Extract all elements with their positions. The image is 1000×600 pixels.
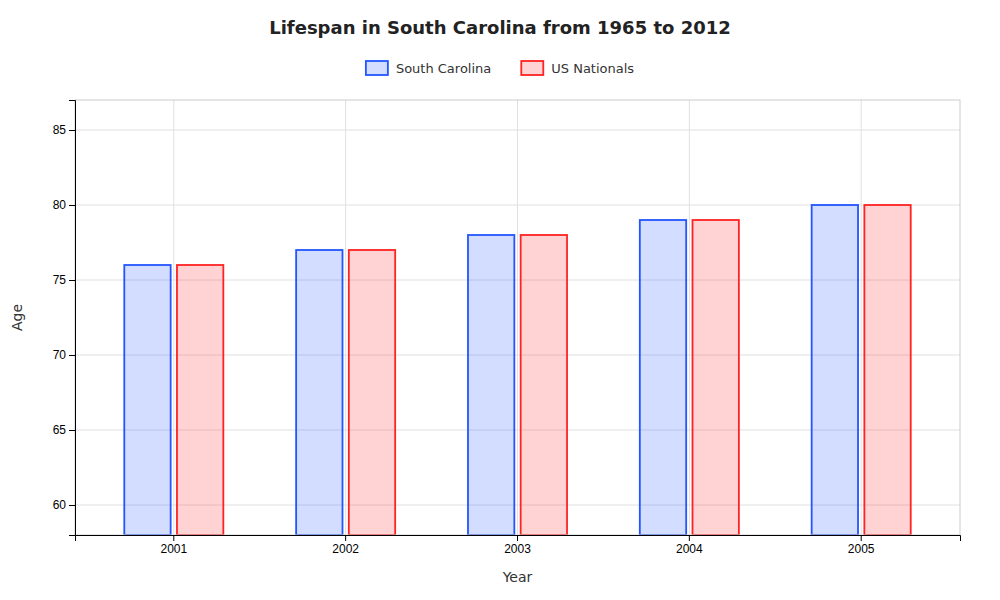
bar — [640, 220, 686, 535]
y-tick-mark — [69, 205, 75, 206]
grid-line-x — [689, 100, 690, 535]
bar — [177, 265, 223, 535]
y-tick: 60 — [53, 498, 75, 512]
x-tick-label: 2001 — [160, 542, 187, 556]
title: Lifespan in South Carolina from 1965 to … — [269, 17, 731, 38]
legend-swatch — [521, 61, 543, 75]
y-tick: 75 — [53, 273, 75, 287]
x-tick-mark — [861, 535, 862, 541]
x-tick-mark — [173, 535, 174, 541]
x-tick: 2001 — [160, 535, 187, 556]
x-tick-label: 2002 — [332, 542, 359, 556]
plot-frame — [75, 100, 960, 535]
grid-line-x — [173, 100, 174, 535]
y-axis: 60 65 70 75 80 85 — [53, 101, 76, 536]
y-tick: 85 — [53, 123, 75, 137]
bar-series — [177, 205, 911, 535]
grid-line-x — [517, 100, 518, 535]
x-tick-label: 2005 — [848, 542, 875, 556]
grid — [75, 100, 960, 535]
x-tick: 2005 — [848, 535, 875, 556]
bar — [812, 205, 858, 535]
y-tick-mark — [69, 280, 75, 281]
y-tick-mark — [69, 430, 75, 431]
legend-item: US Nationals — [521, 61, 634, 76]
x-tick-label: 2003 — [504, 542, 531, 556]
y-tick-mark — [69, 505, 75, 506]
y-axis-line — [69, 101, 76, 536]
bar — [521, 235, 567, 535]
y-tick-mark — [69, 130, 75, 131]
bars — [124, 205, 910, 535]
x-tick-mark — [517, 535, 518, 541]
chart: 2001 2002 2003 2004 2005 60 65 70 75 80 85 Year Age L… — [0, 0, 1000, 600]
x-tick: 2003 — [504, 535, 531, 556]
y-tick-mark — [69, 355, 75, 356]
plot: 2001 2002 2003 2004 2005 60 65 70 75 80 85 — [53, 100, 961, 556]
bar — [693, 220, 739, 535]
y-tick: 70 — [53, 348, 75, 362]
y-tick: 80 — [53, 198, 75, 212]
y-tick-label: 65 — [53, 423, 67, 437]
bar — [349, 250, 395, 535]
x-tick-label: 2004 — [676, 542, 703, 556]
bar — [124, 265, 170, 535]
legend-label: South Carolina — [396, 61, 491, 76]
legend-swatch — [366, 61, 388, 75]
y-tick-label: 75 — [53, 273, 67, 287]
y-tick-label: 70 — [53, 348, 67, 362]
grid-line-x — [345, 100, 346, 535]
grid-line-x — [861, 100, 862, 535]
x-tick-mark — [345, 535, 346, 541]
x-axis-title: Year — [502, 569, 533, 585]
x-axis: 2001 2002 2003 2004 2005 — [76, 535, 961, 556]
y-tick-label: 85 — [53, 123, 67, 137]
legend: South Carolina US Nationals — [366, 61, 634, 76]
legend-item: South Carolina — [366, 61, 491, 76]
x-tick: 2002 — [332, 535, 359, 556]
bar — [864, 205, 910, 535]
x-tick-mark — [689, 535, 690, 541]
legend-label: US Nationals — [551, 61, 634, 76]
bar — [468, 235, 514, 535]
bar — [296, 250, 342, 535]
y-tick: 65 — [53, 423, 75, 437]
bar-series — [124, 205, 858, 535]
y-tick-label: 60 — [53, 498, 67, 512]
y-axis-title: Age — [9, 304, 25, 331]
y-tick-label: 80 — [53, 198, 67, 212]
x-tick: 2004 — [676, 535, 703, 556]
x-axis-line — [76, 536, 961, 542]
